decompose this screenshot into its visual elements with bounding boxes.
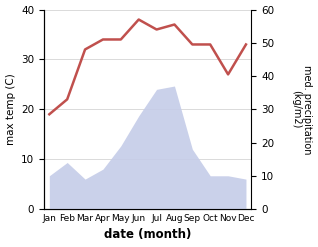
X-axis label: date (month): date (month) bbox=[104, 228, 191, 242]
Y-axis label: med. precipitation
(kg/m2): med. precipitation (kg/m2) bbox=[291, 64, 313, 154]
Y-axis label: max temp (C): max temp (C) bbox=[5, 73, 16, 145]
